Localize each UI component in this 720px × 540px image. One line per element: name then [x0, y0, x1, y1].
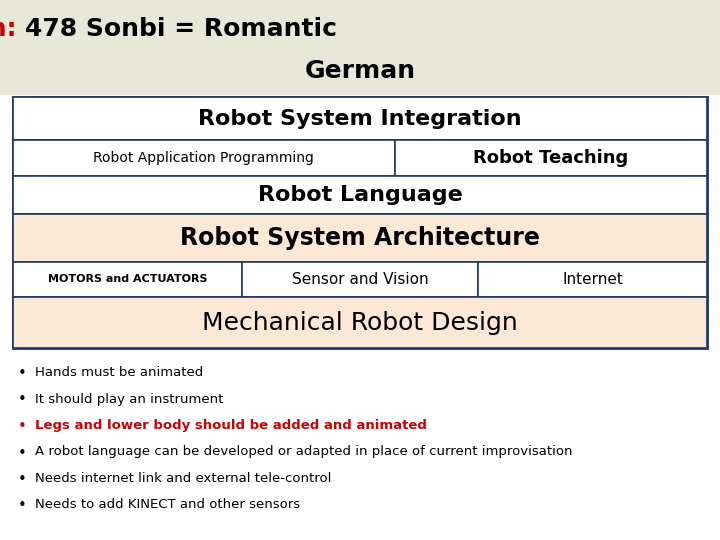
Text: A robot language can be developed or adapted in place of current improvisation: A robot language can be developed or ada…	[35, 446, 572, 458]
Text: •: •	[18, 498, 27, 514]
Text: German: German	[305, 59, 415, 83]
Text: •: •	[18, 472, 27, 487]
Text: Robot System Architecture: Robot System Architecture	[180, 226, 540, 250]
Bar	[395, 140, 707, 176]
Bar	[13, 176, 707, 214]
Bar	[13, 262, 242, 297]
Bar	[13, 97, 707, 348]
Bar	[13, 297, 707, 348]
Bar	[478, 262, 707, 297]
Text: Mechanical Robot Design: Mechanical Robot Design	[202, 310, 518, 335]
Text: Robot Language: Robot Language	[258, 185, 462, 205]
Text: Robot Application Programming: Robot Application Programming	[94, 151, 315, 165]
Bar	[13, 140, 395, 176]
Bar	[0, 0, 720, 95]
Text: •: •	[18, 419, 27, 434]
Text: Robot System Integration: Robot System Integration	[198, 109, 522, 129]
Bar	[13, 214, 707, 262]
Text: Hands must be animated: Hands must be animated	[35, 366, 203, 379]
Text: •: •	[18, 366, 27, 381]
Text: Internet: Internet	[562, 272, 623, 287]
Text: Robot Teaching: Robot Teaching	[473, 149, 629, 167]
Text: Sensor and Vision: Sensor and Vision	[292, 272, 428, 287]
Text: •: •	[18, 446, 27, 461]
Bar	[13, 97, 707, 140]
Text: 478 Sonbi = Romantic: 478 Sonbi = Romantic	[25, 17, 337, 40]
Text: MOTORS and ACTUATORS: MOTORS and ACTUATORS	[48, 274, 207, 285]
Bar	[242, 262, 478, 297]
Text: It should play an instrument: It should play an instrument	[35, 393, 223, 406]
Text: Needs internet link and external tele-control: Needs internet link and external tele-co…	[35, 472, 331, 485]
Text: Legs and lower body should be added and animated: Legs and lower body should be added and …	[35, 419, 427, 432]
Text: Levels of robot creation:: Levels of robot creation:	[0, 17, 25, 40]
Text: •: •	[18, 393, 27, 408]
Text: Needs to add KINECT and other sensors: Needs to add KINECT and other sensors	[35, 498, 300, 511]
